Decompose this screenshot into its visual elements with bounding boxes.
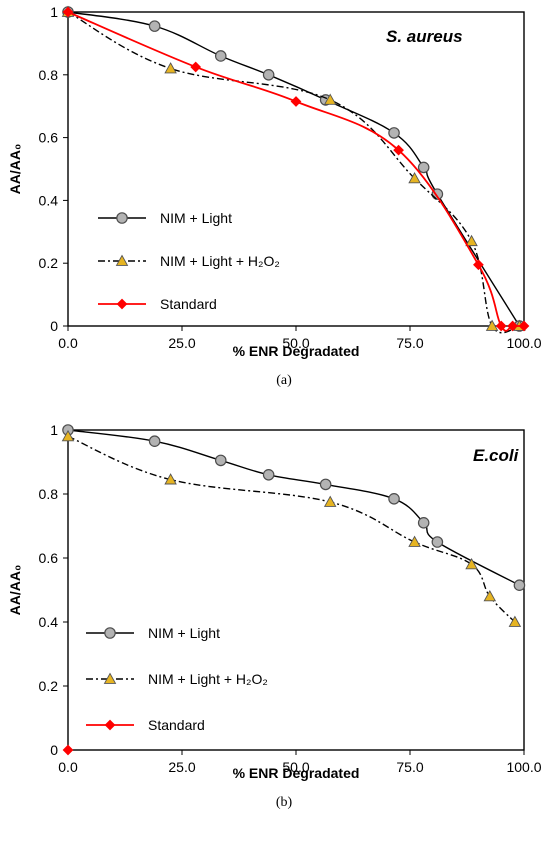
x-tick-label: 100.0 (506, 335, 541, 351)
panel-caption: (a) (276, 373, 292, 388)
data-point (408, 535, 421, 547)
legend-marker (104, 719, 116, 731)
series-0 (62, 6, 526, 332)
data-point (214, 454, 227, 467)
legend-label: NIM + Light (160, 210, 232, 226)
legend-label: NIM + Light + H₂O₂ (148, 671, 268, 687)
legend-label: Standard (160, 296, 217, 312)
legend-marker (116, 298, 128, 310)
data-point (323, 495, 337, 507)
data-point (417, 516, 430, 529)
plot-area-frame (67, 429, 525, 751)
y-tick-label: 0.8 (39, 67, 59, 83)
legend-marker (103, 672, 117, 684)
data-point (62, 6, 74, 18)
data-point (518, 320, 530, 332)
data-point (408, 171, 421, 184)
data-point (62, 744, 74, 756)
species-annotation: S. aureus (386, 27, 463, 46)
y-tick-label: 0.4 (39, 614, 59, 630)
x-tick-label: 25.0 (168, 759, 195, 775)
series-2 (62, 744, 74, 756)
x-tick-label: 0.0 (58, 335, 78, 351)
data-point (495, 320, 507, 332)
data-point (164, 62, 177, 74)
data-point (465, 557, 478, 570)
x-tick-label: 75.0 (396, 335, 423, 351)
plot-area-frame (67, 11, 525, 327)
series-line (67, 11, 520, 334)
legend-marker (104, 627, 116, 639)
y-tick-label: 0 (50, 318, 58, 334)
y-axis-title: AA/AA₀ (7, 144, 23, 195)
x-axis-title: % ENR Degradated (233, 765, 360, 781)
x-tick-label: 50.0 (282, 759, 309, 775)
data-point (319, 478, 332, 491)
x-tick-label: 100.0 (506, 759, 541, 775)
data-point (214, 50, 227, 62)
series-1 (61, 5, 526, 334)
x-tick-label: 75.0 (396, 759, 423, 775)
data-point (513, 579, 526, 591)
data-point (290, 96, 302, 107)
legend-marker (115, 254, 129, 266)
series-line (67, 11, 524, 332)
series-2 (62, 6, 530, 332)
series-1 (61, 429, 522, 627)
data-point (61, 429, 75, 442)
y-tick-label: 1 (50, 422, 58, 438)
series-line (67, 11, 521, 327)
legend-label: Standard (148, 717, 205, 733)
legend-label: NIM + Light + H₂O₂ (160, 253, 280, 269)
data-point (483, 589, 497, 602)
y-tick-label: 0.2 (39, 678, 59, 694)
data-point (465, 234, 478, 247)
x-tick-label: 50.0 (282, 335, 309, 351)
y-tick-label: 0.8 (39, 486, 59, 502)
series-line (67, 429, 520, 586)
data-point (508, 615, 522, 627)
x-tick-label: 25.0 (168, 335, 195, 351)
y-tick-label: 0.6 (39, 550, 59, 566)
legend: NIM + Light NIM + Light + H₂O₂ Standard (86, 625, 268, 733)
data-point (507, 320, 518, 332)
series-0 (62, 424, 526, 591)
data-point (164, 473, 177, 485)
y-axis-title: AA/AA₀ (7, 565, 23, 616)
legend-label: NIM + Light (148, 625, 220, 641)
y-tick-label: 0.4 (39, 192, 59, 208)
y-tick-label: 0.6 (39, 130, 59, 146)
data-point (417, 161, 430, 174)
data-point (262, 69, 275, 81)
x-axis-title: % ENR Degradated (233, 343, 360, 359)
data-point (431, 536, 444, 548)
data-point (485, 319, 499, 331)
series-line (67, 435, 516, 623)
legend: NIM + Light NIM + Light + H₂O₂ Standard (98, 210, 280, 312)
data-point (323, 93, 337, 105)
legend-marker (116, 212, 128, 224)
y-tick-label: 1 (50, 4, 58, 20)
chart-panel-b: 0 0.2 0.4 0.6 0.8 1 0.0 25.0 50.0 75.0 100.0 % ENR … (7, 422, 542, 810)
species-annotation: E.coli (473, 446, 520, 465)
data-point (262, 468, 275, 481)
chart-panel-a: 0 0.2 0.4 0.6 0.8 1 0.0 25.0 50.0 75.0 100.0 % ENR … (7, 4, 542, 388)
data-point (393, 144, 404, 156)
x-tick-label: 0.0 (58, 759, 78, 775)
data-point (190, 61, 202, 73)
panel-caption: (b) (276, 795, 293, 810)
data-point (388, 492, 400, 505)
data-point (388, 127, 400, 139)
y-tick-label: 0.2 (39, 255, 59, 271)
data-point (148, 435, 161, 447)
data-point (148, 20, 161, 32)
y-tick-label: 0 (50, 742, 58, 758)
data-point (473, 259, 484, 271)
